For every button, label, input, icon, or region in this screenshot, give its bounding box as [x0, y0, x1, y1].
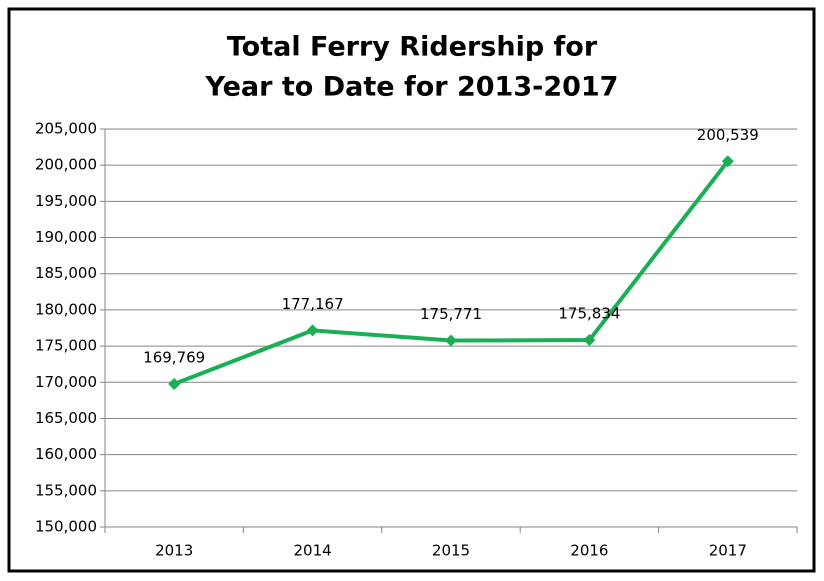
y-tick-label: 155,000 — [35, 481, 97, 499]
chart-title: Total Ferry Ridership for — [227, 32, 598, 63]
data-point — [721, 155, 734, 168]
y-tick-label: 175,000 — [35, 337, 97, 355]
data-label: 169,769 — [143, 348, 205, 366]
data-label: 177,167 — [282, 295, 344, 313]
data-point — [445, 334, 457, 347]
y-tick-label: 185,000 — [35, 264, 97, 282]
chart-title: Year to Date for 2013-2017 — [205, 72, 619, 103]
x-tick-label: 2017 — [709, 542, 747, 560]
data-point — [306, 324, 319, 337]
y-tick-label: 165,000 — [35, 409, 97, 427]
y-tick-label: 180,000 — [35, 300, 97, 318]
data-label: 175,771 — [420, 305, 482, 323]
y-tick-label: 170,000 — [35, 373, 97, 391]
y-tick-label: 195,000 — [35, 192, 97, 210]
chart-frame — [7, 7, 816, 573]
data-label: 175,834 — [558, 305, 620, 323]
x-tick-label: 2016 — [570, 542, 608, 560]
x-tick-label: 2014 — [294, 542, 332, 560]
y-tick-label: 200,000 — [35, 156, 97, 174]
y-tick-label: 190,000 — [35, 228, 97, 246]
data-point — [168, 377, 181, 390]
x-tick-label: 2013 — [155, 542, 193, 560]
data-point — [583, 334, 596, 347]
x-tick-label: 2015 — [432, 542, 470, 560]
data-label: 200,539 — [697, 126, 759, 144]
y-tick-label: 160,000 — [35, 445, 97, 463]
y-tick-label: 205,000 — [35, 120, 97, 138]
y-tick-label: 150,000 — [35, 518, 97, 536]
